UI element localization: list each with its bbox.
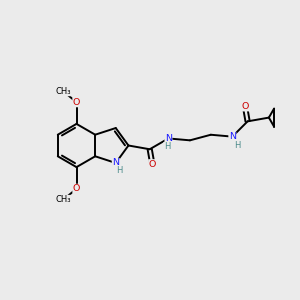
Text: N: N xyxy=(165,134,172,143)
Text: N: N xyxy=(112,158,119,167)
Text: O: O xyxy=(149,160,156,169)
Text: H: H xyxy=(234,140,240,149)
Text: O: O xyxy=(73,184,80,193)
Text: H: H xyxy=(116,166,122,175)
Text: O: O xyxy=(241,102,249,111)
Text: N: N xyxy=(229,132,236,141)
Text: CH₃: CH₃ xyxy=(56,87,71,96)
Text: H: H xyxy=(164,142,170,152)
Text: CH₃: CH₃ xyxy=(56,195,71,204)
Text: O: O xyxy=(73,98,80,107)
Text: CH₃: CH₃ xyxy=(56,87,71,96)
